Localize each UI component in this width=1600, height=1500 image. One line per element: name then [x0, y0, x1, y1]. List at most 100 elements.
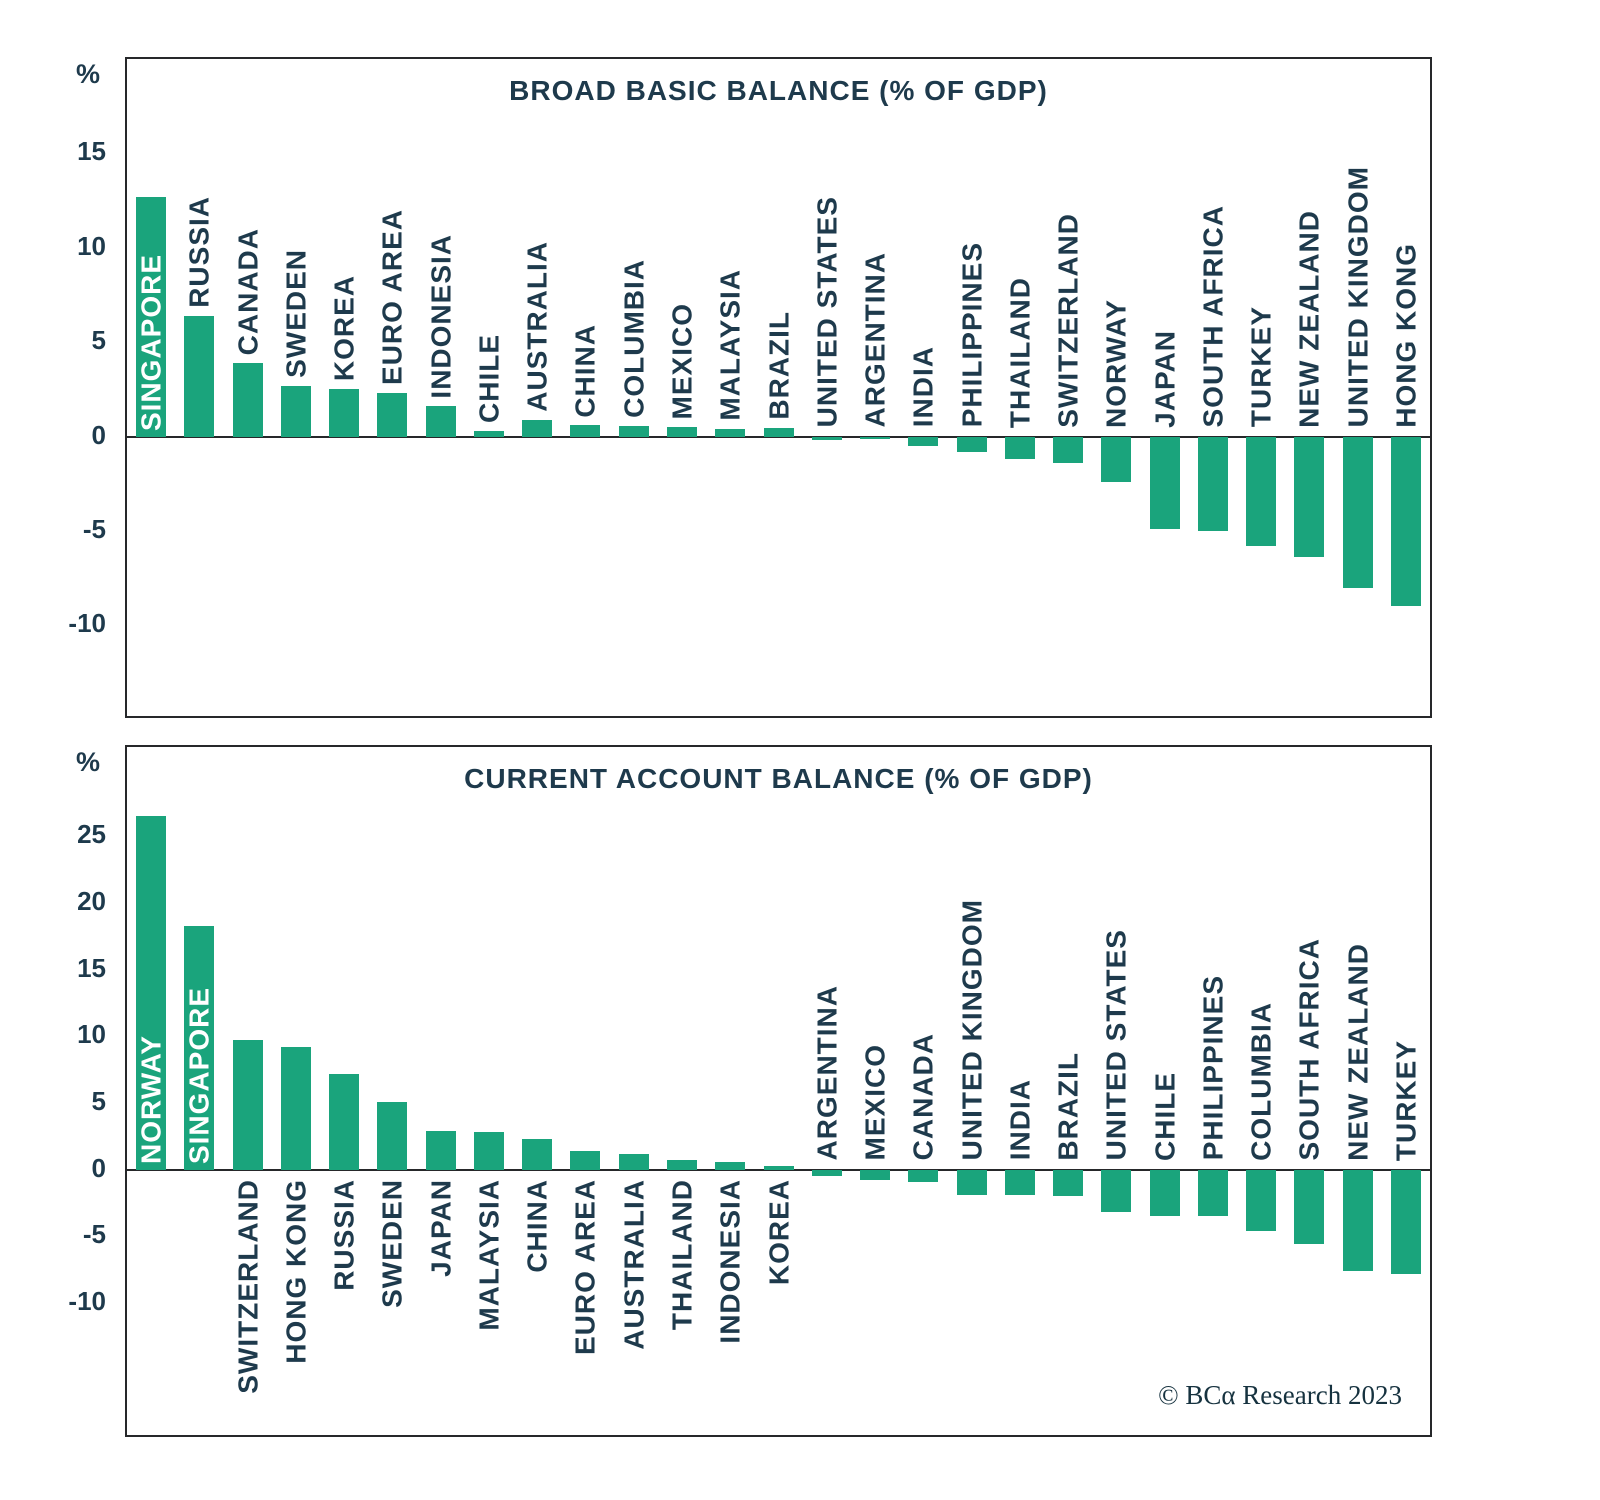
category-label-united-states: UNITED STATES — [1100, 929, 1132, 1161]
bar-argentina — [811, 1169, 842, 1177]
bar-korea — [329, 389, 360, 437]
category-label-china: CHINA — [521, 1178, 553, 1273]
y-tick-label-0: 0 — [91, 1152, 106, 1183]
category-label-australia: AUSTRALIA — [618, 1178, 650, 1350]
category-label-sweden: SWEDEN — [376, 1178, 408, 1308]
bar-euro-area — [377, 393, 408, 437]
y-tick-label-5: 5 — [91, 325, 106, 356]
category-label-philippines: PHILIPPINES — [955, 242, 987, 428]
bar-malaysia — [715, 429, 746, 437]
bars-layer: NORWAY SINGAPORE SWITZERLAND HONG KONG RUSSI… — [127, 747, 1430, 1435]
category-label-mexico: MEXICO — [859, 1044, 891, 1161]
category-label-columbia: COLUMBIA — [618, 259, 650, 419]
bar-japan — [1149, 436, 1180, 530]
bar-new-zealand — [1342, 1169, 1373, 1271]
bar-sweden — [377, 1101, 408, 1170]
bar-chile — [473, 430, 504, 437]
bar-norway — [136, 816, 167, 1170]
category-label-thailand: THAILAND — [1004, 276, 1036, 428]
bar-columbia — [618, 426, 649, 437]
category-label-argentina: ARGENTINA — [859, 252, 891, 428]
y-tick-label-10: 10 — [77, 1019, 106, 1050]
bar-thailand — [666, 1160, 697, 1170]
bar-sweden — [280, 385, 311, 437]
bar-india — [1004, 1169, 1035, 1195]
bar-singapore — [184, 925, 215, 1170]
category-label-argentina: ARGENTINA — [811, 985, 843, 1161]
category-label-japan: JAPAN — [1148, 329, 1180, 428]
bar-united-kingdom — [1342, 436, 1373, 588]
category-label-united-states: UNITED STATES — [811, 196, 843, 428]
category-label-russia: RUSSIA — [183, 195, 215, 308]
category-label-thailand: THAILAND — [666, 1178, 698, 1330]
bar-south-africa — [1197, 436, 1228, 531]
bar-united-states — [811, 436, 842, 441]
chart-title: BROAD BASIC BALANCE (% OF GDP) — [509, 75, 1048, 106]
bar-united-kingdom — [956, 1169, 987, 1195]
bar-malaysia — [473, 1132, 504, 1170]
bar-indonesia — [425, 406, 456, 437]
category-label-switzerland: SWITZERLAND — [231, 1178, 263, 1394]
bar-united-states — [1101, 1169, 1132, 1213]
category-label-south-africa: SOUTH AFRICA — [1197, 205, 1229, 428]
y-axis-unit-label: % — [75, 747, 100, 777]
bar-philippines — [956, 436, 987, 452]
category-label-china: CHINA — [569, 323, 601, 418]
category-label-new-zealand: NEW ZEALAND — [1341, 942, 1373, 1161]
bar-turkey — [1390, 1169, 1421, 1274]
category-label-columbia: COLUMBIA — [1245, 1001, 1277, 1161]
category-label-euro-area: EURO AREA — [376, 209, 408, 386]
category-label-malaysia: MALAYSIA — [714, 269, 746, 422]
category-label-indonesia: INDONESIA — [714, 1178, 746, 1344]
bar-australia — [522, 419, 553, 437]
y-tick-label-15: 15 — [77, 136, 106, 167]
category-label-singapore: SINGAPORE — [135, 253, 167, 431]
category-label-philippines: PHILIPPINES — [1197, 975, 1229, 1161]
bar-hong-kong — [280, 1047, 311, 1170]
zero-line — [127, 1168, 1430, 1171]
category-label-korea: KOREA — [328, 275, 360, 382]
bar-russia — [184, 315, 215, 437]
category-label-india: INDIA — [1004, 1079, 1036, 1161]
category-label-turkey: TURKEY — [1390, 1039, 1422, 1161]
category-label-malaysia: MALAYSIA — [473, 1178, 505, 1331]
y-tick-label--10: -10 — [68, 1286, 106, 1316]
bar-russia — [329, 1073, 360, 1170]
bar-china — [522, 1139, 553, 1170]
copyright-text: © BCα Research 2023 — [1158, 1380, 1402, 1410]
category-label-turkey: TURKEY — [1245, 306, 1277, 428]
bar-new-zealand — [1294, 436, 1325, 558]
broad-basic-balance-chart: % 15 10 5 0 -5 -10 BROAD BASIC BALANCE (% OF … — [0, 57, 1600, 718]
bar-canada — [908, 1169, 939, 1182]
plot-area: BROAD BASIC BALANCE (% OF GDP) SINGAPORE… — [125, 57, 1432, 718]
bars-layer: SINGAPORE RUSSIA CANADA SWEDEN KOREA EURO ARE… — [127, 59, 1430, 716]
y-axis-unit-label: % — [75, 59, 100, 89]
category-label-switzerland: SWITZERLAND — [1052, 212, 1084, 428]
category-label-norway: NORWAY — [135, 1034, 167, 1164]
category-label-chile: CHILE — [473, 333, 505, 423]
bar-singapore — [136, 196, 167, 437]
y-tick-label-25: 25 — [77, 819, 106, 850]
bar-china — [570, 425, 601, 437]
category-label-new-zealand: NEW ZEALAND — [1293, 209, 1325, 428]
zero-line — [127, 435, 1430, 438]
bar-philippines — [1197, 1169, 1228, 1217]
category-label-mexico: MEXICO — [666, 302, 698, 420]
chart-title: CURRENT ACCOUNT BALANCE (% OF GDP) — [464, 763, 1093, 794]
bar-korea — [763, 1165, 794, 1170]
bar-euro-area — [570, 1151, 601, 1170]
bar-argentina — [860, 436, 891, 439]
category-label-brazil: BRAZIL — [1052, 1052, 1084, 1161]
category-label-korea: KOREA — [762, 1178, 794, 1285]
bar-south-africa — [1294, 1169, 1325, 1245]
bar-norway — [1101, 436, 1132, 482]
bar-indonesia — [715, 1161, 746, 1170]
category-label-indonesia: INDONESIA — [424, 233, 456, 399]
category-label-brazil: BRAZIL — [762, 311, 794, 421]
bar-brazil — [1053, 1169, 1084, 1197]
y-tick-label-20: 20 — [77, 886, 106, 916]
bar-switzerland — [232, 1040, 263, 1170]
category-label-south-africa: SOUTH AFRICA — [1293, 938, 1325, 1161]
bar-hong-kong — [1390, 436, 1421, 607]
